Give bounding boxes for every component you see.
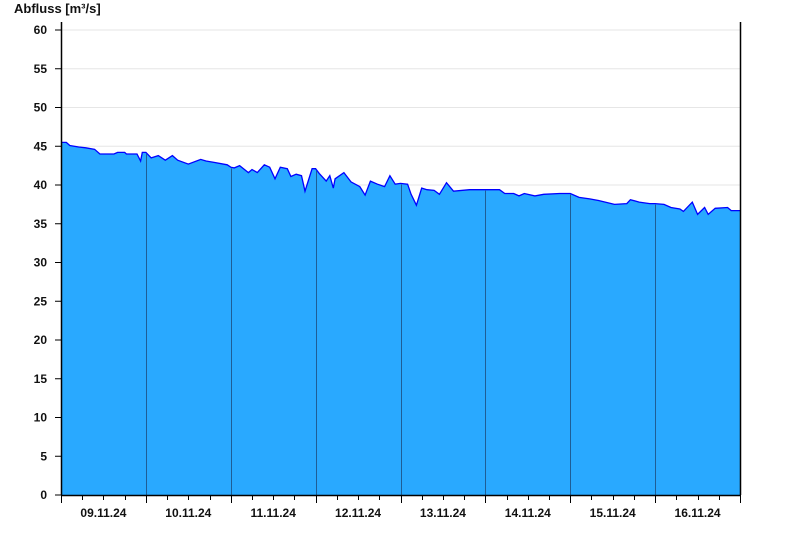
y-tick-label: 45 xyxy=(34,139,48,153)
y-tick-label: 50 xyxy=(34,101,48,115)
y-tick-label: 25 xyxy=(34,294,48,308)
x-tick-label: 15.11.24 xyxy=(590,506,636,520)
x-tick-label: 14.11.24 xyxy=(505,506,551,520)
y-tick-label: 15 xyxy=(34,372,48,386)
y-axis-ticks: 0 5 10 15 20 25 30 35 40 45 50 55 60 xyxy=(34,23,61,502)
x-tick-label: 10.11.24 xyxy=(165,506,211,520)
x-tick-label: 11.11.24 xyxy=(250,506,296,520)
discharge-line xyxy=(61,141,740,216)
y-tick-label: 40 xyxy=(34,178,48,192)
y-tick-label: 20 xyxy=(34,333,48,347)
y-tick-label: 0 xyxy=(40,488,47,502)
discharge-fill xyxy=(61,142,740,495)
x-axis-ticks: 09.11.24 10.11.24 11.11.24 12.11.24 13.11.24… xyxy=(61,495,741,520)
y-tick-label: 55 xyxy=(34,62,48,76)
day-separators xyxy=(146,154,656,495)
x-tick-label: 16.11.24 xyxy=(675,506,721,520)
y-axis-title: Abfluss [m³/s] xyxy=(14,1,101,16)
discharge-area xyxy=(61,141,740,495)
y-tick-label: 10 xyxy=(34,411,48,425)
x-tick-label: 09.11.24 xyxy=(80,506,126,520)
y-tick-label: 60 xyxy=(34,23,48,37)
x-tick-label: 12.11.24 xyxy=(335,506,381,520)
x-tick-label: 13.11.24 xyxy=(420,506,466,520)
y-tick-label: 5 xyxy=(40,449,47,463)
y-tick-label: 35 xyxy=(34,217,48,231)
y-tick-label: 30 xyxy=(34,256,48,270)
